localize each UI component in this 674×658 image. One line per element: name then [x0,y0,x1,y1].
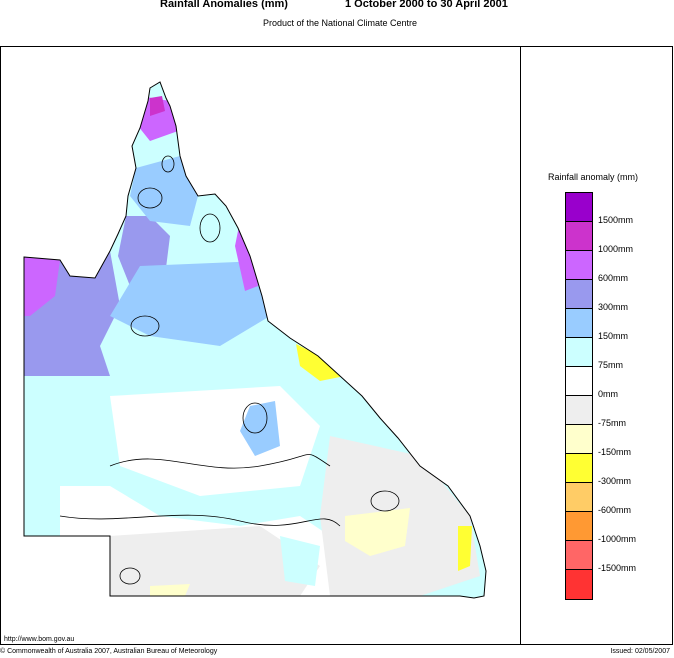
legend-swatch [566,251,592,280]
queensland-outline [23,81,487,599]
anomaly-region-southeast-below [345,508,410,556]
legend-swatch [566,483,592,512]
legend-swatch [566,570,592,599]
legend-swatch [566,222,592,251]
legend-color-bar [565,192,593,600]
legend-divider [520,46,521,645]
anomaly-region-coast-deficit [458,526,472,571]
legend-label: -150mm [598,447,632,457]
map-title: Rainfall Anomalies (mm) [160,0,288,10]
legend-label: -75mm [598,418,627,428]
legend-label: -600mm [598,505,632,515]
issued-date: Issued: 02/05/2007 [610,648,670,655]
anomaly-region-south-border [150,584,190,596]
legend-swatch [566,367,592,396]
contour-lines [59,155,400,585]
legend-swatch [566,309,592,338]
legend-title: Rainfall anomaly (mm) [548,172,639,182]
anomaly-region-cape-tip-core [150,96,165,116]
anomaly-region-mackay-deficit [296,344,345,381]
legend-label: -1000mm [598,534,637,544]
title-row: Rainfall Anomalies (mm) 1 October 2000 t… [0,0,674,14]
legend-swatch [566,425,592,454]
map-frame [0,46,673,645]
copyright-text: © Commonwealth of Australia 2007, Austra… [0,648,218,655]
anomaly-region-south-dry [110,526,320,596]
source-url[interactable]: http://www.bom.gov.au [4,636,75,643]
map-period: 1 October 2000 to 30 April 2001 [345,0,508,10]
legend-swatch [566,193,592,222]
legend-label: 1000mm [598,244,634,254]
anomaly-region-cape [130,156,198,226]
legend-label: -300mm [598,476,632,486]
legend-label: 150mm [598,331,629,341]
legend-label: 0mm [598,389,618,399]
anomaly-region-cape-tip [138,96,178,141]
legend-swatch [566,396,592,425]
legend-label: 300mm [598,302,629,312]
legend-swatch [566,454,592,483]
legend-swatch [566,280,592,309]
anomaly-region-southwest [24,376,120,506]
map-subtitle: Product of the National Climate Centre [262,18,418,28]
legend-label: -1500mm [598,563,637,573]
anomaly-region-gulf [110,261,270,346]
legend-swatch [566,338,592,367]
legend-label: 1500mm [598,215,634,225]
anomaly-fields [24,82,486,598]
anomaly-region-central-wet [240,401,280,456]
legend-swatch [566,512,592,541]
queensland-anomaly-map [23,81,487,599]
legend-label: 600mm [598,273,629,283]
legend-label: 75mm [598,360,624,370]
anomaly-region-south-wet [280,536,320,586]
anomaly-region-far-west [24,257,60,316]
legend-swatch [566,541,592,570]
